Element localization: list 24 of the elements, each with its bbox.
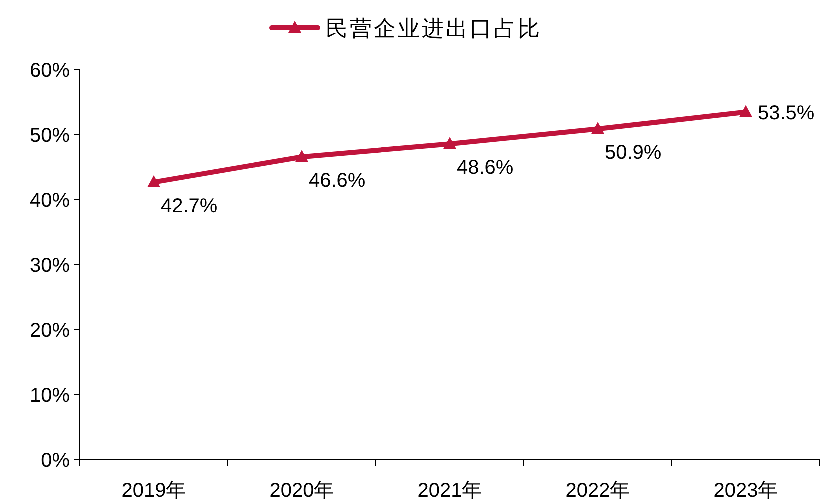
- y-tick-label: 20%: [30, 320, 70, 342]
- legend: 民营企业进出口占比: [270, 16, 542, 41]
- point: [148, 175, 160, 188]
- point: [296, 150, 308, 162]
- x-tick-label: 2020年: [270, 480, 334, 501]
- data-label: 46.6%: [309, 170, 366, 192]
- legend-label: 民营企业进出口占比: [326, 16, 542, 41]
- y-tick-label: 30%: [30, 255, 70, 277]
- y-tick-label: 10%: [30, 385, 70, 407]
- y-tick-label: 50%: [30, 125, 70, 147]
- y-tick-label: 40%: [30, 190, 70, 212]
- data-label: 53.5%: [758, 102, 815, 124]
- x-tick-label: 2021年: [418, 480, 482, 501]
- data-label: 42.7%: [161, 195, 218, 218]
- point: [592, 122, 604, 134]
- point: [444, 137, 456, 150]
- x-tick-label: 2023年: [714, 480, 778, 501]
- point: [740, 105, 752, 118]
- x-tick-label: 2019年: [122, 480, 186, 501]
- x-tick-label: 2022年: [566, 480, 630, 501]
- y-tick-label: 0%: [41, 450, 70, 472]
- data-label: 50.9%: [605, 142, 662, 164]
- data-label: 48.6%: [457, 157, 514, 180]
- y-tick-label: 60%: [30, 60, 70, 82]
